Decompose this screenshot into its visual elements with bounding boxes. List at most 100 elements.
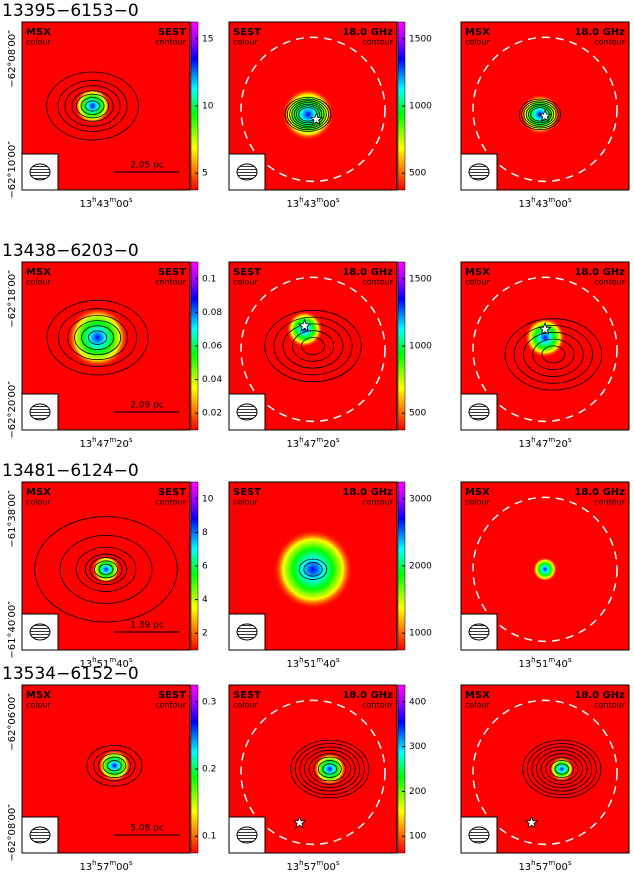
- panel-label: SEST: [158, 690, 186, 701]
- panel-sublabel: colour: [233, 278, 258, 287]
- row-title: 13534−6152−0: [2, 664, 139, 684]
- beam-circle: [472, 276, 618, 423]
- ra-part: 57: [304, 862, 317, 872]
- colorbar-label: 0.1: [202, 274, 216, 284]
- colorbar-label: 1000: [409, 342, 432, 352]
- contour: [264, 309, 362, 383]
- panel-label: MSX: [26, 27, 51, 38]
- row-title: 13481−6124−0: [2, 461, 139, 481]
- contour: [518, 98, 562, 131]
- ra-part: s: [336, 436, 340, 444]
- colorbar-label: 0.02: [202, 409, 222, 419]
- panel-label: 18.0 GHz: [342, 690, 393, 701]
- contour: [293, 103, 323, 126]
- panel-sublabel: contour: [362, 498, 393, 507]
- ra-part: m: [316, 436, 323, 444]
- ra-part: h: [531, 656, 535, 664]
- colorbar-label: 0.06: [202, 342, 222, 352]
- contour: [523, 102, 557, 127]
- colorbar-label: 2: [202, 629, 208, 639]
- colorbar-label: 6: [202, 562, 208, 572]
- ra-part: h: [531, 859, 535, 867]
- scale-label: 5.08 pc: [130, 824, 164, 834]
- colorbar-label: 1000: [409, 102, 432, 112]
- panel-label: 18.0 GHz: [574, 267, 625, 278]
- contour: [536, 749, 588, 789]
- contour: [541, 345, 566, 364]
- contour: [67, 315, 128, 361]
- beam: [236, 163, 258, 181]
- ra-part: 00: [555, 199, 568, 210]
- source-star: [538, 108, 552, 122]
- ra-part: h: [299, 656, 303, 664]
- ra-part: 43: [304, 199, 317, 210]
- colorbar-label: 300: [409, 742, 426, 752]
- beam: [468, 163, 490, 181]
- contour: [291, 102, 325, 127]
- dec-tick-label: −62°08′00″: [7, 30, 18, 88]
- panel-label: SEST: [158, 27, 186, 38]
- colorbar-label: 400: [409, 697, 426, 707]
- ra-tick-label: 13h57m00s: [79, 859, 132, 872]
- colorbar-label: 3000: [409, 494, 432, 504]
- contour: [528, 105, 552, 124]
- ra-part: 13: [286, 199, 299, 210]
- ra-part: s: [336, 656, 340, 664]
- ra-part: 13: [518, 439, 531, 450]
- contour: [57, 80, 128, 132]
- panel-sublabel: contour: [155, 278, 186, 287]
- contour: [526, 743, 597, 795]
- ra-part: 00: [116, 862, 129, 872]
- ra-part: 13: [518, 862, 531, 872]
- ra-part: h: [92, 859, 96, 867]
- contour: [284, 97, 332, 132]
- panel-label: SEST: [158, 267, 186, 278]
- ra-part: m: [109, 196, 116, 204]
- beam-circle: [472, 496, 618, 643]
- panel-sublabel: contour: [362, 38, 393, 47]
- panel-sublabel: contour: [155, 498, 186, 507]
- ra-part: s: [129, 656, 133, 664]
- contour: [74, 320, 121, 356]
- source-star: [538, 322, 552, 336]
- ra-part: 51: [304, 659, 317, 670]
- panel-label: 18.0 GHz: [342, 487, 393, 498]
- panel-sublabel: colour: [26, 498, 51, 507]
- colorbar-label: 0.3: [202, 697, 216, 707]
- contour: [299, 746, 361, 792]
- contour: [504, 318, 603, 391]
- ra-part: 40: [555, 659, 568, 670]
- ra-part: m: [548, 859, 555, 867]
- colorbar-label: 10: [202, 102, 214, 112]
- contour: [298, 558, 328, 580]
- contour: [301, 337, 325, 355]
- emission-blob: [74, 88, 111, 124]
- contour: [58, 308, 138, 367]
- contour: [59, 534, 153, 604]
- ra-part: 00: [323, 199, 336, 210]
- contour: [313, 756, 347, 782]
- contour: [303, 562, 323, 577]
- ra-tick-label: 13h47m20s: [286, 436, 339, 450]
- ra-part: s: [129, 859, 133, 867]
- colorbar-label: 0.08: [202, 308, 222, 318]
- colorbar-label: 10: [202, 494, 214, 504]
- ra-part: 43: [536, 199, 549, 210]
- colorbar-label: 15: [202, 34, 213, 44]
- contour: [322, 763, 338, 775]
- row-title: 13395−6153−0: [2, 1, 139, 21]
- ra-part: 00: [323, 862, 336, 872]
- panel-label: 18.0 GHz: [574, 690, 625, 701]
- ra-part: m: [548, 196, 555, 204]
- ra-part: 00: [116, 199, 129, 210]
- dec-tick-label: −61°40′00″: [7, 601, 18, 659]
- colorbar-label: 0.2: [202, 765, 216, 775]
- scale-label: 1.39 pc: [130, 621, 164, 631]
- panel-label: MSX: [26, 690, 51, 701]
